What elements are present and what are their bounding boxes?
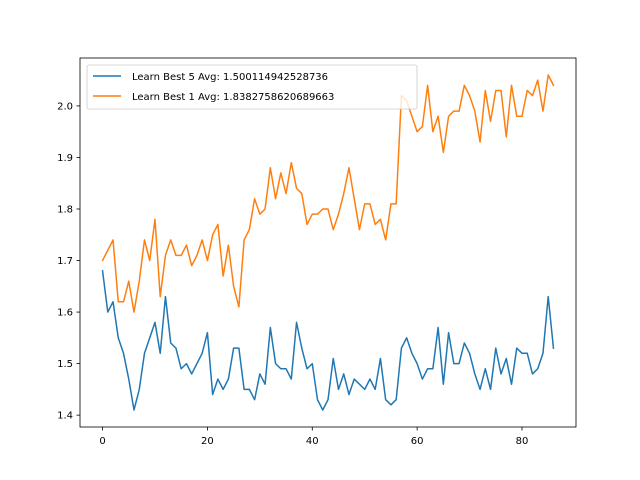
y-tick-label: 1.6 xyxy=(57,308,73,319)
y-tick-label: 1.9 xyxy=(57,153,73,164)
series-line-2 xyxy=(101,74,555,313)
legend-label-2: Learn Best 1 Avg: 1.8382758620689663 xyxy=(132,92,334,103)
y-tick-label: 1.4 xyxy=(57,411,73,422)
x-tick-label: 60 xyxy=(411,436,424,447)
y-tick-label: 1.5 xyxy=(57,359,73,370)
x-tick-label: 80 xyxy=(516,436,529,447)
axes: 0 20 40 60 80 1.4 1.5 1.6 1.7 1.8 1.9 2.0 xyxy=(57,57,577,447)
series-lines xyxy=(101,74,555,411)
legend-label-1: Learn Best 5 Avg: 1.500114942528736 xyxy=(132,72,328,83)
x-tick-label: 20 xyxy=(201,436,214,447)
y-tick-label: 2.0 xyxy=(57,102,73,113)
x-tick-label: 0 xyxy=(99,436,105,447)
plot-frame xyxy=(79,57,577,428)
legend: Learn Best 5 Avg: 1.500114942528736 Learn… xyxy=(86,64,418,110)
y-tick-label: 1.7 xyxy=(57,256,73,267)
series-line-1 xyxy=(101,270,555,411)
y-tick-label: 1.8 xyxy=(57,205,73,216)
legend-box xyxy=(86,64,418,110)
x-tick-label: 40 xyxy=(306,436,319,447)
